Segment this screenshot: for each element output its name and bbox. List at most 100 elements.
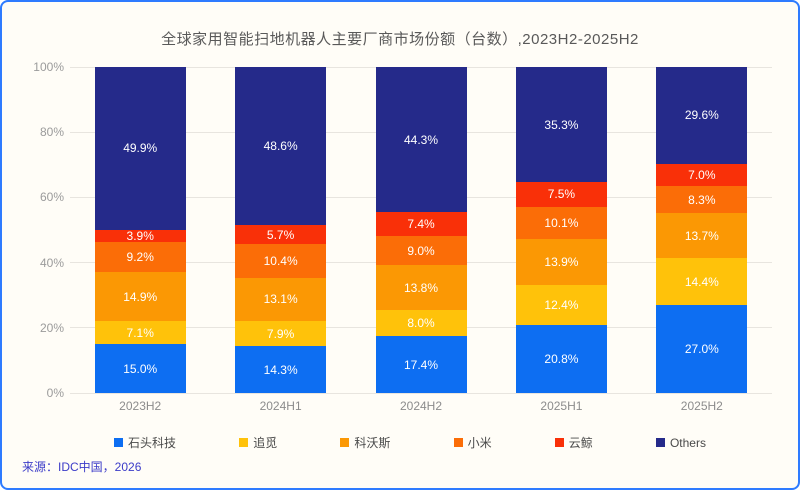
y-tick-label: 60% bbox=[39, 190, 64, 205]
legend-swatch bbox=[554, 438, 564, 447]
bar-segment-Others: 48.6% bbox=[235, 67, 327, 226]
bar-value-label: 7.4% bbox=[407, 216, 435, 231]
stacked-bar: 27.0% 14.4% 13.7% 8.3% 7.0% 29.6% bbox=[656, 67, 748, 393]
legend-label: 追觅 bbox=[253, 436, 278, 450]
bar-segment-石头科技: 27.0% bbox=[656, 304, 748, 393]
bar-value-label: 13.9% bbox=[544, 255, 579, 270]
bar-segment-Others: 44.3% bbox=[375, 67, 467, 212]
bar-segment-Others: 49.9% bbox=[94, 67, 186, 230]
y-tick-label: 40% bbox=[39, 255, 64, 270]
bar-value-label: 5.7% bbox=[266, 227, 295, 242]
bar-value-label: 8.0% bbox=[407, 316, 435, 331]
legend-label: 石头科技 bbox=[128, 436, 177, 450]
bar-value-label: 44.3% bbox=[404, 132, 439, 147]
bar-value-label: 13.8% bbox=[404, 280, 439, 295]
bar-value-label: 8.3% bbox=[688, 192, 716, 207]
legend-item-小米: 小米 bbox=[453, 434, 492, 451]
legend: 石头科技 追觅 科沃斯 小米 云鲸 Others bbox=[114, 434, 706, 451]
bar-segment-Others: 35.3% bbox=[515, 67, 607, 183]
bar-slot: 15.0% 7.1% 14.9% 9.2% 3.9% 49.9% bbox=[70, 67, 210, 393]
bar-segment-科沃斯: 13.8% bbox=[375, 265, 467, 311]
legend-item-追觅: 追觅 bbox=[239, 434, 277, 451]
stacked-bar: 14.3% 7.9% 13.1% 10.4% 5.7% 48.6% bbox=[235, 67, 327, 393]
bar-slot: 14.3% 7.9% 13.1% 10.4% 5.7% 48.6% bbox=[210, 67, 350, 393]
bar-segment-追觅: 12.4% bbox=[515, 284, 607, 326]
bar-segment-云鲸: 7.4% bbox=[375, 211, 467, 236]
legend-swatch bbox=[655, 438, 665, 447]
legend-label: 小米 bbox=[467, 436, 492, 450]
stacked-bar: 20.8% 12.4% 13.9% 10.1% 7.5% 35.3% bbox=[515, 67, 607, 393]
bar-value-label: 17.4% bbox=[404, 357, 439, 372]
bar-segment-小米: 8.3% bbox=[656, 186, 748, 214]
bar-segment-石头科技: 17.4% bbox=[375, 336, 467, 393]
bar-segment-科沃斯: 13.7% bbox=[656, 213, 748, 259]
bars-row: 15.0% 7.1% 14.9% 9.2% 3.9% 49.9% 14.3% 7.9% 13.1… bbox=[70, 67, 772, 393]
bar-value-label: 29.6% bbox=[684, 108, 719, 123]
bar-value-label: 13.1% bbox=[263, 292, 298, 307]
bar-segment-石头科技: 20.8% bbox=[515, 325, 607, 393]
x-tick-label: 2025H1 bbox=[540, 399, 583, 413]
bar-segment-小米: 10.4% bbox=[235, 244, 327, 278]
bar-segment-石头科技: 14.3% bbox=[235, 346, 327, 393]
x-axis: 2023H2 2024H1 2024H2 2025H1 2025H2 bbox=[70, 399, 772, 413]
bar-value-label: 48.6% bbox=[263, 139, 298, 154]
bar-slot: 17.4% 8.0% 13.8% 9.0% 7.4% 44.3% bbox=[351, 67, 491, 393]
bar-segment-小米: 10.1% bbox=[515, 206, 607, 240]
y-tick-label: 0% bbox=[46, 386, 64, 400]
bar-segment-科沃斯: 13.1% bbox=[235, 277, 327, 321]
bar-segment-云鲸: 3.9% bbox=[94, 229, 186, 244]
bar-value-label: 7.5% bbox=[547, 187, 576, 202]
bar-value-label: 15.0% bbox=[123, 361, 158, 376]
bar-segment-云鲸: 5.7% bbox=[235, 225, 327, 245]
bar-segment-石头科技: 15.0% bbox=[94, 344, 186, 393]
plot-area: 15.0% 7.1% 14.9% 9.2% 3.9% 49.9% 14.3% 7.9% 13.1… bbox=[70, 66, 772, 394]
bar-value-label: 7.0% bbox=[688, 167, 716, 182]
gridline bbox=[70, 392, 772, 394]
bar-segment-追觅: 8.0% bbox=[375, 310, 467, 337]
legend-item-Others: Others bbox=[655, 435, 706, 450]
x-tick-label: 2024H1 bbox=[259, 399, 302, 413]
bar-value-label: 14.4% bbox=[684, 274, 719, 289]
legend-swatch bbox=[340, 438, 350, 447]
bar-value-label: 20.8% bbox=[544, 352, 579, 367]
chart-title: 全球家用智能扫地机器人主要厂商市场份额（台数）,2023H2-2025H2 bbox=[161, 31, 639, 48]
legend-swatch bbox=[453, 438, 463, 447]
bar-value-label: 35.3% bbox=[544, 117, 579, 132]
legend-label: 云鲸 bbox=[568, 436, 593, 450]
bar-value-label: 7.9% bbox=[266, 326, 295, 341]
legend-swatch bbox=[114, 438, 123, 447]
bar-slot: 20.8% 12.4% 13.9% 10.1% 7.5% 35.3% bbox=[491, 67, 631, 393]
bar-slot: 27.0% 14.4% 13.7% 8.3% 7.0% 29.6% bbox=[632, 67, 772, 393]
bar-segment-科沃斯: 13.9% bbox=[515, 239, 607, 285]
bar-value-label: 27.0% bbox=[684, 341, 719, 356]
legend-item-云鲸: 云鲸 bbox=[554, 434, 593, 451]
bar-value-label: 3.9% bbox=[126, 229, 154, 244]
bar-segment-云鲸: 7.5% bbox=[515, 182, 607, 207]
legend-label: Others bbox=[669, 435, 706, 450]
gridline bbox=[70, 66, 772, 68]
y-tick-label: 100% bbox=[33, 60, 64, 74]
bar-value-label: 10.4% bbox=[263, 253, 298, 268]
bar-value-label: 13.7% bbox=[684, 228, 719, 243]
legend-item-石头科技: 石头科技 bbox=[114, 434, 176, 451]
legend-item-科沃斯: 科沃斯 bbox=[340, 434, 390, 451]
bar-segment-小米: 9.0% bbox=[375, 235, 467, 266]
bar-value-label: 7.1% bbox=[126, 325, 154, 340]
bar-segment-追觅: 7.9% bbox=[235, 320, 327, 347]
bar-value-label: 12.4% bbox=[544, 297, 579, 312]
source-note: 来源：IDC中国，2026 bbox=[22, 460, 142, 474]
bar-value-label: 14.9% bbox=[123, 289, 158, 304]
bar-segment-小米: 9.2% bbox=[94, 242, 186, 273]
bar-value-label: 49.9% bbox=[123, 141, 158, 156]
stacked-bar: 17.4% 8.0% 13.8% 9.0% 7.4% 44.3% bbox=[375, 67, 467, 393]
x-tick-label: 2023H2 bbox=[119, 399, 162, 413]
bar-segment-云鲸: 7.0% bbox=[656, 163, 748, 187]
x-tick-label: 2025H2 bbox=[680, 399, 723, 413]
bar-value-label: 14.3% bbox=[263, 362, 298, 377]
bar-segment-追觅: 7.1% bbox=[94, 320, 186, 345]
bar-value-label: 9.0% bbox=[407, 243, 435, 258]
legend-label: 科沃斯 bbox=[354, 436, 391, 450]
y-tick-label: 20% bbox=[39, 320, 64, 335]
bar-value-label: 9.2% bbox=[126, 250, 154, 265]
